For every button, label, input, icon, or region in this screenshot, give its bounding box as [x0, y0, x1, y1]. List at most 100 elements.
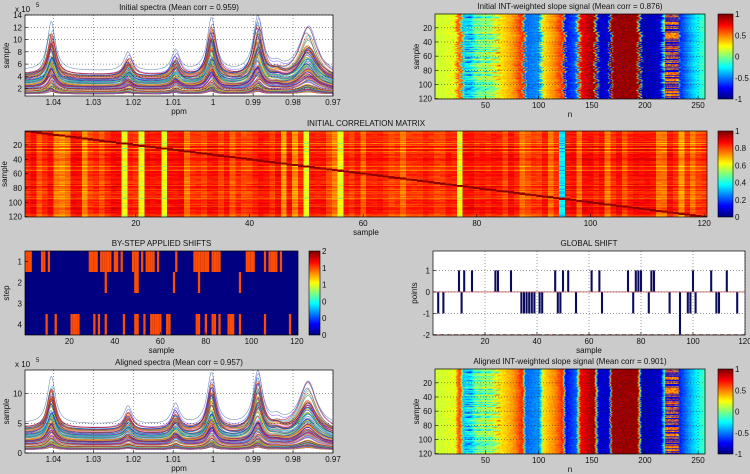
x-tick-label: 20 [131, 219, 140, 228]
y-tick-label: 10 [13, 36, 22, 45]
shift-bar [530, 291, 533, 314]
colorbar-tick-label: 0 [322, 297, 327, 306]
x-tick-label: 1.04 [46, 455, 62, 464]
shift-bar [559, 291, 562, 314]
shift-cell [27, 251, 30, 272]
colorbar-border [717, 13, 734, 100]
shift-cell [113, 251, 116, 272]
spectrum-line [25, 405, 333, 439]
spectrum-line [25, 47, 333, 83]
x-tick-label: 120 [738, 337, 750, 346]
colorbar [309, 251, 320, 335]
shift-bar [668, 291, 671, 314]
shift-cell [143, 314, 146, 335]
shift-cell [150, 314, 153, 335]
x-tick-label: 1.01 [165, 455, 181, 464]
shift-cell [197, 314, 201, 335]
shift-cell [197, 272, 201, 293]
initial-slope-signal-axes: 50 100 150 200 250 20 40 60 80 100 120 Initial INT-… [412, 2, 749, 119]
y-tick-label: 5 [18, 419, 23, 428]
shift-cell [136, 251, 139, 272]
x-tick-label: 100 [532, 456, 546, 465]
spectrum-line [25, 439, 333, 448]
shift-cell [211, 251, 214, 272]
spectrum-line [25, 42, 333, 79]
spectrum-line [25, 77, 333, 91]
spectrum-line [25, 393, 333, 434]
shift-bar [717, 291, 721, 314]
shift-cell [43, 251, 46, 272]
shift-cell [156, 314, 160, 335]
shift-cell [166, 314, 169, 335]
x-tick-label: 50 [481, 456, 490, 465]
spectrum-line [25, 27, 333, 75]
y-tick-label: 2 [18, 279, 23, 288]
spectrum-line [25, 55, 333, 86]
colorbar-tick-label: 0.5 [735, 31, 747, 40]
shift-bar [626, 270, 630, 292]
shift-cell [200, 251, 203, 272]
x-axis-label: n [568, 465, 572, 474]
aligned-slope-signal-axes: 50 100 150 200 250 20 40 60 80 100 120 Aligned INT-… [412, 357, 749, 474]
y-exponent-label: 5 [36, 3, 40, 9]
shift-bar [520, 291, 523, 314]
shift-cell [104, 314, 107, 335]
y-axis-label: step [2, 285, 11, 301]
spectrum-line [25, 423, 333, 443]
y-tick-label: 4 [18, 321, 23, 330]
shift-bar [496, 270, 500, 292]
colorbar-tick-label: 0 [735, 213, 740, 222]
shift-bar [561, 270, 565, 292]
shift-cell [122, 314, 126, 335]
aligned-slope-signal-decorations: 50 100 150 200 250 20 40 60 80 100 120 Aligned INT-… [412, 357, 749, 474]
chart-title: Initial INT-weighted slope signal (Mean … [477, 2, 663, 11]
shift-cell [272, 251, 276, 272]
shift-cell [54, 314, 57, 335]
shift-cell [88, 251, 91, 272]
heatmap-image [435, 14, 705, 99]
axes-border [24, 14, 334, 97]
shift-bar [437, 291, 440, 314]
shift-cell [136, 272, 139, 293]
shift-cell [134, 251, 137, 272]
y-tick-label: 6 [18, 60, 23, 69]
x-tick-label: 250 [691, 101, 705, 110]
initial-spectra-decorations: 1.04 1.03 1.02 1.01 1 0.99 0.98 0.97 2 4 6 8 10 12 14 I… [2, 3, 341, 116]
shift-cell [104, 251, 107, 272]
spectrum-line [25, 402, 333, 436]
shift-bar [538, 291, 541, 314]
x-tick-label: 40 [533, 337, 542, 346]
axes-border [434, 13, 706, 100]
spectrum-line [25, 89, 333, 94]
y-tick-label: 14 [13, 11, 22, 20]
shift-cell [204, 251, 207, 272]
shift-cell [93, 251, 96, 272]
x-axis-label: n [568, 110, 572, 119]
shift-bar [710, 270, 713, 292]
y-axis-label: sample [412, 43, 421, 69]
y-tick-label: 100 [419, 435, 433, 444]
shift-cell [245, 251, 248, 272]
shift-bar [647, 291, 650, 314]
shift-cell [211, 314, 214, 335]
x-tick-label: 150 [585, 456, 599, 465]
shift-bar [533, 291, 536, 314]
y-tick-label: 20 [423, 24, 432, 33]
shift-cell [145, 251, 148, 272]
x-tick-label: 1 [211, 455, 216, 464]
initial-correlation-matrix-decorations: 20 40 60 80 100 120 20 40 60 80 100 120 INITIAL CORR… [0, 119, 747, 237]
shift-cell [229, 314, 233, 335]
shift-cell [172, 272, 176, 293]
shift-cell [218, 251, 221, 272]
colorbar-tick-label: 1 [735, 10, 740, 19]
x-tick-label: 1.02 [125, 98, 141, 107]
shift-cell [227, 314, 230, 335]
shift-cell [134, 272, 137, 293]
initial-slope-signal-decorations: 50 100 150 200 250 20 40 60 80 100 120 Initial INT-… [412, 2, 749, 119]
shift-bar [725, 270, 728, 292]
y-tick-label: 60 [13, 170, 22, 179]
spectrum-line [25, 397, 333, 433]
shift-cell [279, 251, 283, 272]
x-tick-label: 60 [585, 337, 594, 346]
